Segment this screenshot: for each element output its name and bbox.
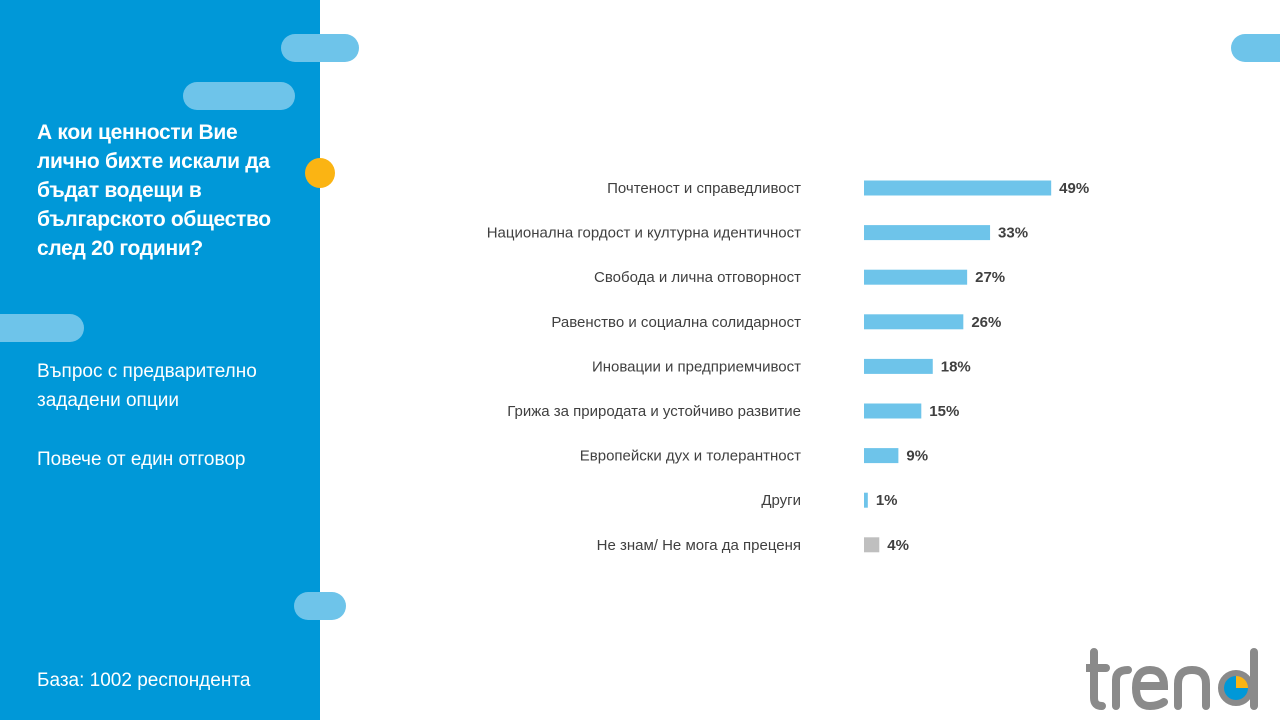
value-label: 33% — [998, 225, 1028, 242]
bar — [864, 492, 868, 508]
category-label: Почтеност и справедливост — [607, 180, 801, 197]
question-note-multiple: Повече от един отговор — [37, 449, 246, 470]
value-label: 15% — [929, 403, 959, 420]
question-note-options: Въпрос с предварително зададени опции — [37, 361, 257, 411]
value-label: 4% — [887, 537, 909, 554]
category-label: Национална гордост и културна идентичнос… — [487, 225, 801, 242]
category-label: Грижа за природата и устойчиво развитие — [507, 403, 801, 420]
decor-pill-right — [1231, 34, 1280, 62]
bar — [864, 269, 968, 285]
category-label: Не знам/ Не мога да преценя — [597, 537, 801, 554]
left-panel — [0, 0, 320, 720]
question-title: А кои ценности Вие лично бихте искали да… — [37, 121, 271, 260]
value-label: 49% — [1059, 180, 1089, 197]
category-label: Европейски дух и толерантност — [580, 448, 801, 465]
category-label: Свобода и лична отговорност — [594, 269, 801, 286]
bar — [864, 403, 922, 419]
value-label: 9% — [906, 448, 928, 465]
bar — [864, 537, 880, 553]
value-label: 27% — [975, 269, 1005, 286]
bar — [864, 225, 991, 241]
value-label: 18% — [941, 358, 971, 375]
bar — [864, 314, 964, 330]
decor-pill-bottom — [294, 592, 346, 620]
decor-dot — [305, 158, 335, 188]
decor-pill-upper — [183, 82, 295, 110]
decor-pill-top — [281, 34, 359, 62]
bar — [864, 180, 1052, 196]
value-label: 26% — [971, 314, 1001, 331]
category-label: Други — [761, 492, 801, 509]
bar — [864, 448, 899, 464]
category-label: Равенство и социална солидарност — [551, 314, 801, 331]
category-label: Иновации и предприемчивост — [592, 358, 801, 375]
bar — [864, 358, 933, 374]
value-label: 1% — [876, 492, 898, 509]
decor-pill-middle — [0, 314, 84, 342]
trend-logo — [1086, 648, 1258, 711]
sample-base: База: 1002 респондента — [37, 670, 251, 691]
